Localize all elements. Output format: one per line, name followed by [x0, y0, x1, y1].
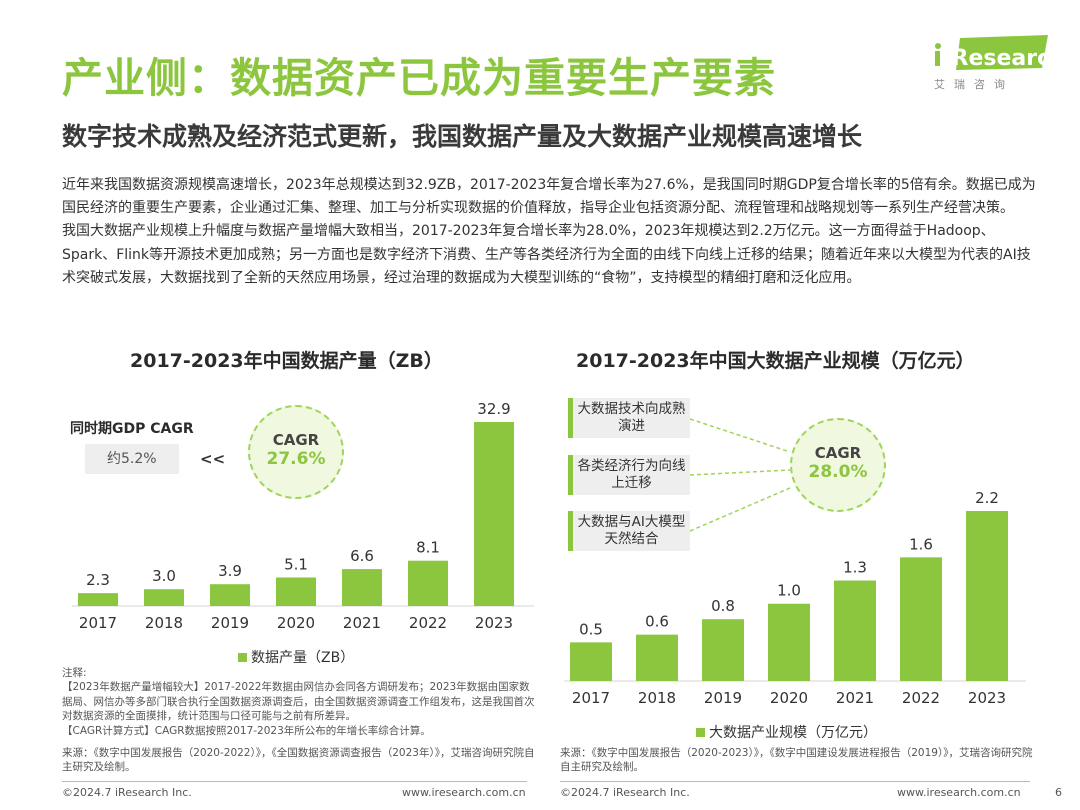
left-chart-tick-2022: 2022 [409, 614, 447, 632]
logo-cn-text: 艾瑞咨询 [934, 78, 1014, 91]
right-chart-tick-2022: 2022 [902, 689, 940, 707]
right-chart-bar-2019 [702, 619, 744, 681]
right-chart-bar-2023 [966, 511, 1008, 681]
driver-connector-lines [689, 418, 791, 532]
intro-paragraph-1: 近年来我国数据资源规模高速增长，2023年总规模达到32.9ZB，2017-20… [62, 177, 1036, 217]
left-chart-bar-2018 [144, 589, 184, 606]
driver-box-tech: 大数据技术向成熟演进 [568, 398, 690, 438]
legend-label-right: 大数据产业规模（万亿元） [709, 725, 877, 741]
left-chart-value-label-2019: 3.9 [218, 562, 242, 580]
page-subtitle: 数字技术成熟及经济范式更新，我国数据产量及大数据产业规模高速增长 [62, 122, 863, 151]
right-chart-value-label-2023: 2.2 [975, 489, 999, 507]
left-chart-value-label-2021: 6.6 [350, 547, 374, 565]
footer-copyright-right: ©2024.7 iResearch Inc. [560, 786, 690, 799]
right-chart-value-label-2019: 0.8 [711, 597, 735, 615]
footer-copyright-left: ©2024.7 iResearch Inc. [62, 786, 192, 799]
left-chart-tick-2020: 2020 [277, 614, 315, 632]
right-chart-tick-2019: 2019 [704, 689, 742, 707]
intro-paragraph-2: 我国大数据产业规模上升幅度与数据产量增幅大致相当，2017-2023年复合增长率… [62, 223, 1031, 286]
legend-left: 数据产量（ZB） [238, 647, 354, 667]
left-chart-bar-2017 [78, 593, 118, 606]
gdp-cagr-label: 同时期GDP CAGR [70, 421, 194, 437]
right-chart-value-label-2018: 0.6 [645, 613, 669, 631]
left-chart-bar-2019 [210, 584, 250, 606]
left-chart-value-label-2022: 8.1 [416, 539, 440, 557]
cagr-badge-right: CAGR 28.0% [790, 418, 886, 512]
right-chart-tick-2023: 2023 [968, 689, 1006, 707]
right-chart-bar-2022 [900, 557, 942, 681]
left-chart-tick-2019: 2019 [211, 614, 249, 632]
notes-heading: 注释: [62, 667, 87, 679]
source-right: 来源：《数字中国发展报告（2020-2023）》，《数字中国建设发展进程报告（2… [560, 747, 1033, 774]
left-chart-bar-2023 [474, 422, 514, 606]
intro-text: 近年来我国数据资源规模高速增长，2023年总规模达到32.9ZB，2017-20… [62, 174, 1042, 290]
left-chart-tick-2018: 2018 [145, 614, 183, 632]
left-chart-bar-2020 [276, 577, 316, 606]
left-chart-tick-2017: 2017 [79, 614, 117, 632]
legend-right: 大数据产业规模（万亿元） [696, 722, 877, 742]
page-title: 产业侧：数据资产已成为重要生产要素 [62, 54, 776, 102]
right-chart-title: 2017-2023年中国大数据产业规模（万亿元） [576, 350, 975, 372]
right-chart-value-label-2021: 1.3 [843, 559, 867, 577]
footer-divider-left [62, 781, 527, 782]
compare-symbol: << [200, 450, 226, 468]
cagr-label-left: CAGR [272, 431, 320, 449]
footer-url-left[interactable]: www.iresearch.com.cn [402, 786, 526, 799]
cagr-badge-left: CAGR 27.6% [248, 405, 344, 499]
left-chart-value-label-2018: 3.0 [152, 567, 176, 585]
industry-scale-chart: 0.5 2017 0.6 2018 0.8 2019 1.0 2020 1.3 2021 1.6 20… [564, 489, 1026, 707]
logo-brand-text: iResearch [944, 46, 1050, 71]
left-chart-tick-2021: 2021 [343, 614, 381, 632]
notes-block: 注释: 【2023年数据产量增幅较大】2017-2022年数据由网信办会同各方调… [62, 666, 537, 738]
right-chart-tick-2020: 2020 [770, 689, 808, 707]
right-chart-tick-2017: 2017 [572, 689, 610, 707]
left-chart-value-label-2017: 2.3 [86, 571, 110, 589]
right-chart-bar-2018 [636, 634, 678, 681]
gdp-cagr-value: 约5.2% [85, 444, 179, 474]
driver-box-online: 各类经济行为向线上迁移 [568, 455, 690, 495]
left-chart-title: 2017-2023年中国数据产量（ZB） [130, 350, 443, 372]
left-chart-value-label-2020: 5.1 [284, 555, 308, 573]
data-volume-chart: 2.3 2017 3.0 2018 3.9 2019 5.1 2020 6.6 2021 8.1 20… [72, 400, 534, 632]
driver-box-ai: 大数据与AI大模型天然结合 [568, 511, 690, 551]
legend-label-left: 数据产量（ZB） [251, 650, 355, 666]
legend-swatch-right [696, 728, 705, 737]
iresearch-logo: iResearch 艾瑞咨询 [930, 34, 1050, 96]
logo-banner-icon: iResearch [935, 35, 1050, 71]
cagr-value-right: 28.0% [808, 462, 868, 482]
cagr-label-right: CAGR [814, 444, 862, 462]
left-chart-bar-2021 [342, 569, 382, 606]
right-chart-bar-2021 [834, 580, 876, 681]
footer-url-right[interactable]: www.iresearch.com.cn [897, 786, 1021, 799]
legend-swatch-left [238, 653, 247, 662]
right-chart-bar-2017 [570, 642, 612, 681]
right-chart-bar-2020 [768, 603, 810, 681]
source-left: 来源：《数字中国发展报告（2020-2022）》，《全国数据资源调查报告（202… [62, 747, 535, 774]
cagr-value-left: 27.6% [266, 449, 326, 469]
left-chart-tick-2023: 2023 [475, 614, 513, 632]
left-chart-bar-2022 [408, 560, 448, 606]
right-chart-tick-2021: 2021 [836, 689, 874, 707]
notes-line-2: 【CAGR计算方式】CAGR数据按照2017-2023年所公布的年增长率综合计算… [62, 724, 431, 737]
left-chart-value-label-2023: 32.9 [477, 400, 510, 418]
right-chart-tick-2018: 2018 [638, 689, 676, 707]
footer-divider-right [560, 781, 1030, 782]
right-chart-value-label-2022: 1.6 [909, 535, 933, 553]
notes-line-1: 【2023年数据产量增幅较大】2017-2022年数据由网信办会同各方调研发布；… [62, 681, 535, 723]
page-number: 6 [1055, 786, 1062, 799]
right-chart-value-label-2020: 1.0 [777, 582, 801, 600]
right-chart-value-label-2017: 0.5 [579, 620, 603, 638]
